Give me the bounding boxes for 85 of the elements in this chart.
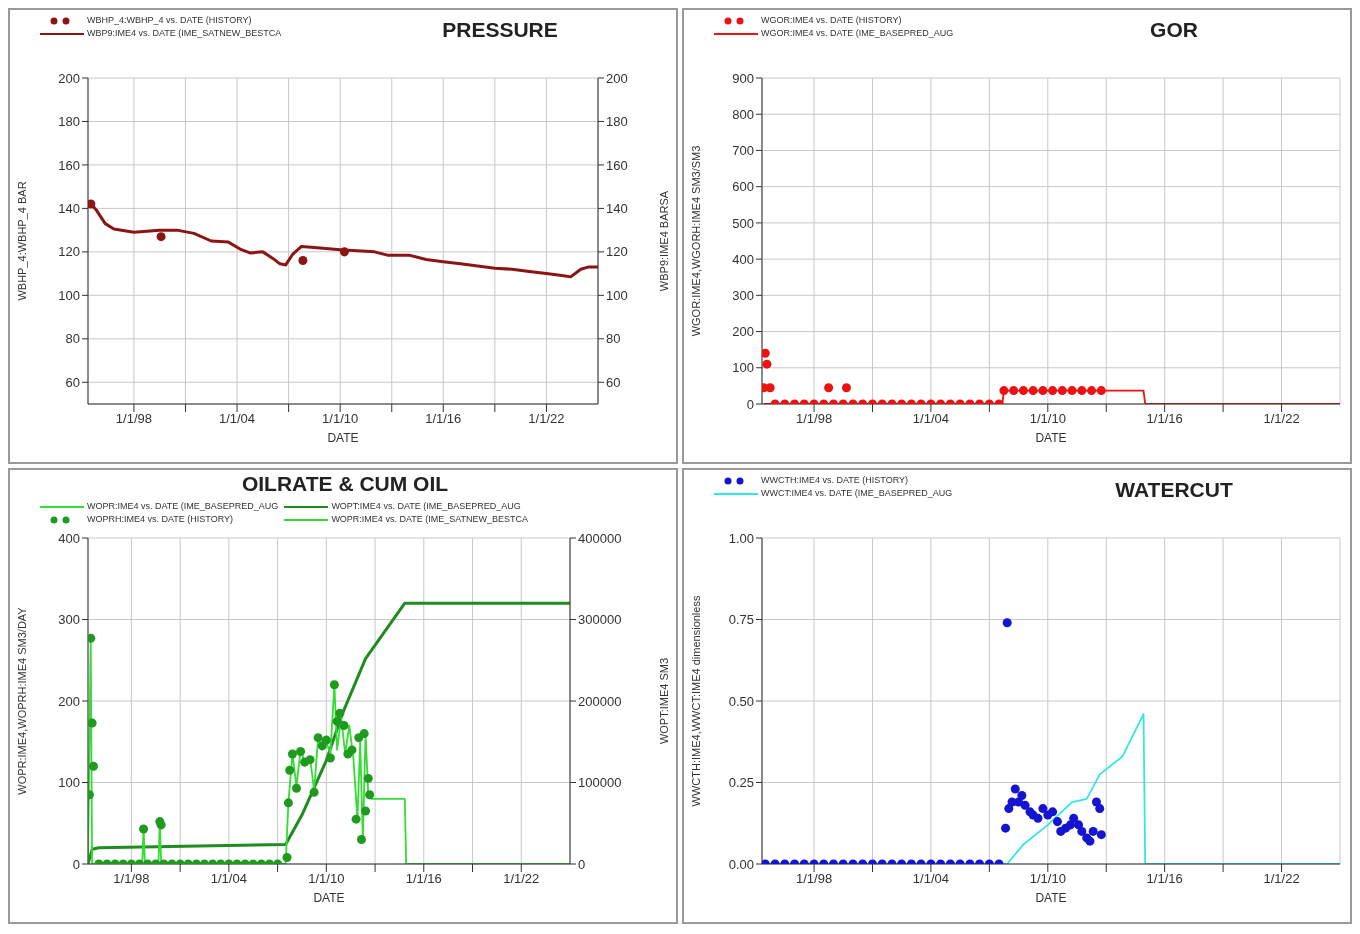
x-tick-label: 1/1/98 xyxy=(113,871,150,887)
chart-title: OILRATE & CUM OIL xyxy=(240,472,450,496)
y-tick-label: 0.50 xyxy=(728,693,754,709)
y-tick-label: 0.00 xyxy=(728,856,754,872)
x-tick-label: 1/1/04 xyxy=(218,411,256,427)
y-tick-label: 600 xyxy=(732,179,754,195)
x-tick-label: 1/1/16 xyxy=(1146,411,1183,427)
y-tick-label: 200 xyxy=(58,693,80,709)
x-tick-label: 1/1/98 xyxy=(795,871,833,887)
y-tick-label: 100 xyxy=(732,360,754,376)
y-tick-label: 0 xyxy=(72,856,80,872)
x-axis-title: DATE xyxy=(1035,431,1067,445)
x-tick-label: 1/1/04 xyxy=(210,871,247,887)
y2-axis-title: WBP9:IME4 BARSA xyxy=(657,190,670,292)
y2-tick-label: 160 xyxy=(606,157,628,173)
y-tick-label: 160 xyxy=(58,157,80,173)
y-tick-label: 300 xyxy=(732,287,754,303)
y-tick-label: 300 xyxy=(58,612,80,628)
y2-tick-label: 200 xyxy=(606,70,628,86)
y-tick-label: 80 xyxy=(65,331,80,347)
x-tick-label: 1/1/98 xyxy=(795,411,833,427)
x-tick-label: 1/1/10 xyxy=(308,871,345,887)
x-tick-label: 1/1/04 xyxy=(912,411,949,427)
y2-tick-label: 60 xyxy=(606,374,621,390)
y-tick-label: 0.75 xyxy=(728,612,754,628)
legend-label: WOPR:IME4 vs. DATE (IME_BASEPRED_AUG xyxy=(87,500,279,513)
x-tick-label: 1/1/16 xyxy=(1146,871,1183,887)
y-tick-label: 700 xyxy=(732,143,754,159)
y-tick-label: 500 xyxy=(732,215,754,231)
y-tick-label: 100 xyxy=(58,775,80,791)
chart-title: WATERCUT xyxy=(1114,478,1234,502)
y-axis-title: WGOR:IME4,WGORH:IME4 SM3/SM3 xyxy=(689,145,702,337)
x-tick-label: 1/1/04 xyxy=(912,871,949,887)
x-tick-label: 1/1/22 xyxy=(528,411,565,427)
legend-label: WOPRH:IME4 vs. DATE (HISTORY) xyxy=(87,513,234,526)
y-tick-label: 140 xyxy=(58,201,80,217)
x-tick-label: 1/1/98 xyxy=(115,411,153,427)
legend-label: WBHP_4:WBHP_4 vs. DATE (HISTORY) xyxy=(87,14,252,27)
legend-label: WWCTH:IME4 vs. DATE (HISTORY) xyxy=(761,474,909,487)
y2-tick-label: 100000 xyxy=(578,775,622,791)
x-tick-label: 1/1/22 xyxy=(1263,871,1300,887)
y-tick-label: 60 xyxy=(65,374,80,390)
y-axis-title: WWCTH:IME4,WWCT:IME4 dimensionless xyxy=(689,595,702,807)
y2-tick-label: 140 xyxy=(606,201,628,217)
legend-label: WWCT:IME4 vs. DATE (IME_BASEPRED_AUG xyxy=(761,487,953,500)
x-axis-title: DATE xyxy=(313,891,345,905)
x-axis-title: DATE xyxy=(1035,891,1067,905)
legend-label: WOPT:IME4 vs. DATE (IME_BASEPRED_AUG xyxy=(331,500,521,513)
y2-tick-label: 0 xyxy=(578,856,586,872)
x-tick-label: 1/1/22 xyxy=(503,871,540,887)
y-tick-label: 0 xyxy=(746,396,754,412)
y-tick-label: 400 xyxy=(58,530,80,546)
x-tick-label: 1/1/10 xyxy=(322,411,359,427)
y-tick-label: 0.25 xyxy=(728,775,754,791)
y2-tick-label: 120 xyxy=(606,244,628,260)
y-tick-label: 900 xyxy=(732,70,754,86)
y2-tick-label: 400000 xyxy=(578,530,622,546)
legend-label: WGOR:IME4 vs. DATE (IME_BASEPRED_AUG xyxy=(761,27,954,40)
x-tick-label: 1/1/16 xyxy=(405,871,442,887)
y-axis-title: WBHP_4:WBHP_4 BAR xyxy=(15,181,28,301)
x-axis-title: DATE xyxy=(327,431,359,445)
x-tick-label: 1/1/10 xyxy=(1029,871,1066,887)
x-tick-label: 1/1/16 xyxy=(425,411,462,427)
y2-axis-title: WOPT:IME4 SM3 xyxy=(657,657,670,745)
y-tick-label: 800 xyxy=(732,106,754,122)
y2-tick-label: 80 xyxy=(606,331,621,347)
y-tick-label: 400 xyxy=(732,251,754,267)
legend-label: WBP9:IME4 vs. DATE (IME_SATNEW_BESTCA xyxy=(87,27,282,40)
y2-tick-label: 300000 xyxy=(578,612,622,628)
y-tick-label: 180 xyxy=(58,114,80,130)
legend-label: WGOR:IME4 vs. DATE (HISTORY) xyxy=(761,14,902,27)
y-tick-label: 120 xyxy=(58,244,80,260)
legend-label: WOPR:IME4 vs. DATE (IME_SATNEW_BESTCA xyxy=(331,513,529,526)
y-tick-label: 200 xyxy=(58,70,80,86)
y2-tick-label: 180 xyxy=(606,114,628,130)
y-tick-label: 100 xyxy=(58,287,80,303)
y-axis-title: WOPR:IME4,WOPRH:IME4 SM3/DAY xyxy=(15,606,28,795)
x-tick-label: 1/1/22 xyxy=(1263,411,1300,427)
y2-tick-label: 100 xyxy=(606,287,628,303)
chart-title: GOR xyxy=(1149,18,1199,42)
x-tick-label: 1/1/10 xyxy=(1029,411,1066,427)
y-tick-label: 200 xyxy=(732,324,754,340)
y-tick-label: 1.00 xyxy=(728,530,754,546)
chart-title: PRESSURE xyxy=(441,18,559,42)
y2-tick-label: 200000 xyxy=(578,693,622,709)
